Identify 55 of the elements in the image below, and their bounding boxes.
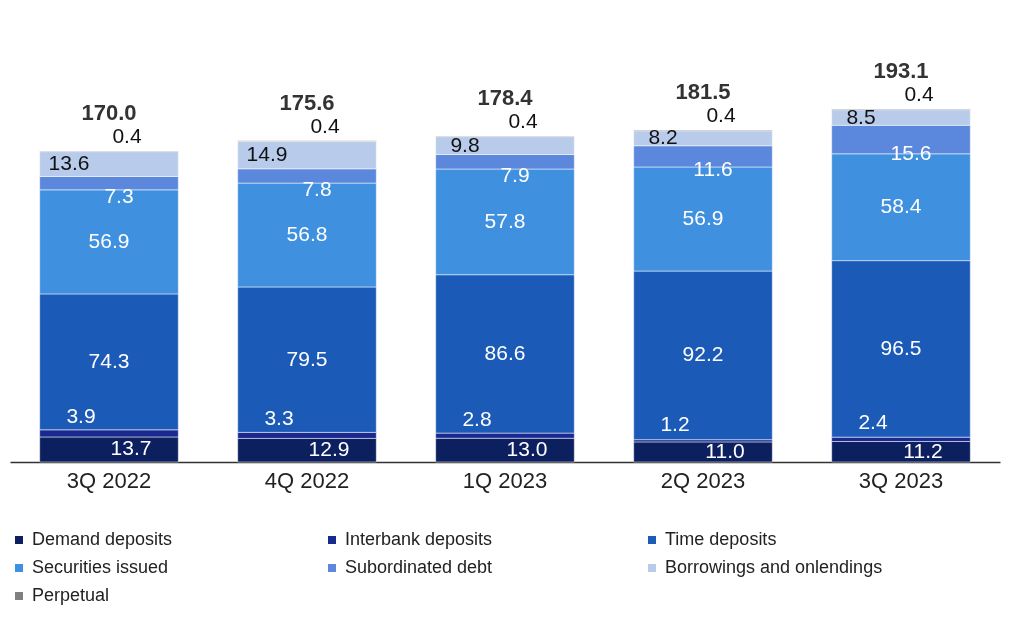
data-label: 14.9 [246,142,288,166]
x-tick-label: 3Q 2022 [66,467,152,493]
x-tick-label: 3Q 2023 [858,467,944,493]
data-label: 79.5 [286,346,328,370]
total-label: 170.0 [81,99,137,125]
data-label: 12.9 [308,437,350,461]
total-label: 193.1 [873,58,929,83]
data-label: 0.4 [508,108,538,132]
data-label: 56.8 [286,222,328,246]
data-label: 56.9 [88,228,130,252]
legend-label: Securities issued [32,557,169,577]
bar [831,441,971,463]
data-label: 13.0 [506,437,548,461]
data-label: 0.4 [904,82,934,105]
data-label: 86.6 [484,340,526,364]
data-label: 11.0 [705,438,745,462]
data-label: 56.9 [682,206,724,230]
data-label: 15.6 [890,140,932,164]
legend-label: Time deposits [665,529,777,549]
bar [633,441,773,463]
data-label: 13.7 [110,436,152,460]
data-label: 11.6 [693,157,733,181]
legend-label: Borrowings and onlendings [665,557,883,577]
data-label: 8.2 [648,125,678,149]
legend-label: Perpetual [32,585,110,605]
data-label: 1.2 [660,411,690,435]
data-label: 7.8 [302,176,332,200]
data-label: 92.2 [682,342,724,366]
x-tick-label: 1Q 2023 [462,467,548,493]
data-label: 2.8 [462,406,492,430]
data-label: 96.5 [880,335,922,359]
data-label: 13.6 [48,151,90,175]
data-label: 57.8 [484,208,526,232]
data-label: 11.2 [903,438,943,462]
data-label: 7.9 [500,162,530,186]
legend-label: Demand deposits [32,529,173,549]
total-label: 175.6 [279,89,335,115]
x-tick-label: 4Q 2022 [264,467,350,493]
data-label: 0.4 [310,113,340,137]
data-label: 58.4 [880,194,922,218]
data-label: 0.4 [706,103,736,127]
legend-label: Subordinated debt [345,557,493,577]
data-label: 3.3 [264,406,294,430]
data-label: 74.3 [88,348,130,372]
data-label: 9.8 [450,132,480,156]
data-label: 2.4 [858,410,888,434]
legend-label: Interbank deposits [345,529,493,549]
data-label: 3.9 [66,404,96,428]
x-tick-label: 2Q 2023 [660,467,746,493]
data-label: 7.3 [104,184,134,208]
total-label: 178.4 [477,84,534,110]
total-label: 181.5 [675,79,731,105]
data-label: 8.5 [846,104,876,128]
data-label: 0.4 [112,123,142,147]
bar [435,437,575,463]
